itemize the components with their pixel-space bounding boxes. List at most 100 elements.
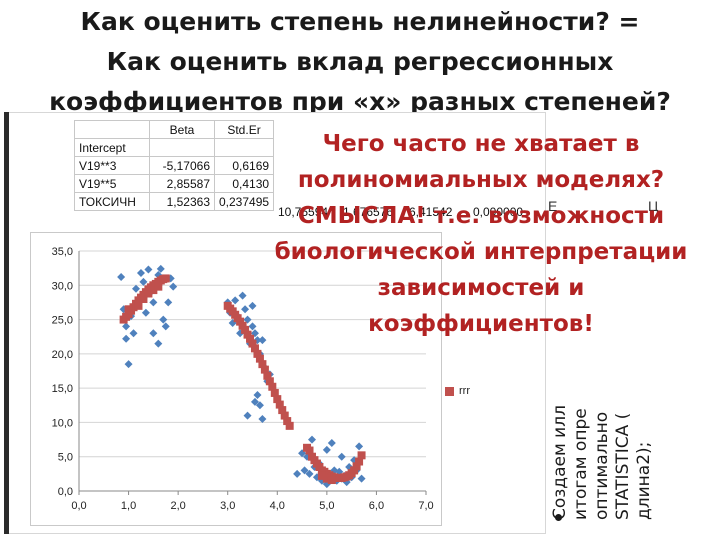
data-point-diamond xyxy=(236,329,245,338)
callout-line: зависимостей и xyxy=(377,275,585,301)
table-header-row: Beta Std.Er xyxy=(74,120,275,139)
data-point-diamond xyxy=(293,469,302,478)
x-tick-label: 0,0 xyxy=(71,500,86,512)
data-point-diamond xyxy=(253,391,262,399)
data-point-square xyxy=(236,317,245,326)
x-tick-label: 1,0 xyxy=(121,500,136,512)
data-point-square xyxy=(144,289,153,298)
y-tick-label: 20,0 xyxy=(52,349,73,361)
row-name: V19**5 xyxy=(74,174,150,193)
data-point-diamond xyxy=(255,401,264,410)
data-point-square xyxy=(285,421,294,430)
row-name: Intercept xyxy=(74,138,150,157)
data-point-square xyxy=(243,330,252,339)
legend-label-rrr: rrr xyxy=(459,385,470,397)
table-row: V19**3 -5,17066 0,6169 xyxy=(74,156,275,175)
y-tick-label: 15,0 xyxy=(52,383,73,395)
table-header-cell: Beta xyxy=(149,120,215,139)
y-tick-label: 0,0 xyxy=(58,486,73,498)
scatter-chart: 0,0 5,0 10,0 15,0 20,0 25,0 30,0 35,0 0,0 1,0 2,0 3… xyxy=(52,246,434,512)
panel-left-border xyxy=(4,112,9,534)
data-point-square xyxy=(268,382,277,391)
row-se: 0,6169 xyxy=(213,156,275,175)
data-point-square xyxy=(275,400,284,409)
table-row: ТОКСИЧН 1,52363 0,237495 xyxy=(74,192,275,211)
data-point-diamond xyxy=(300,466,309,475)
x-tick-label: 4,0 xyxy=(270,500,285,512)
data-point-diamond xyxy=(298,449,307,458)
data-point-diamond xyxy=(322,445,331,454)
data-point-diamond xyxy=(141,308,150,317)
data-point-diamond xyxy=(139,277,148,286)
table-header-cell: Std.Er xyxy=(213,120,275,139)
data-point-square xyxy=(327,476,336,485)
x-tick-label: 3,0 xyxy=(220,500,235,512)
row-se: 0,237495 xyxy=(213,192,275,211)
data-point-diamond xyxy=(161,322,170,331)
table-row: V19**5 2,85587 0,4130 xyxy=(74,174,275,193)
table-row: Intercept xyxy=(74,138,275,157)
overflow-value: 1,676576 xyxy=(343,205,394,219)
row-se: 0,4130 xyxy=(213,174,275,193)
data-point-diamond xyxy=(330,466,339,475)
data-point-diamond xyxy=(258,336,267,345)
data-point-diamond xyxy=(149,298,158,307)
data-point-square xyxy=(273,395,282,404)
callout-line: Чего часто не хватает в xyxy=(322,131,640,157)
data-point-diamond xyxy=(149,329,158,338)
x-tick-label: 6,0 xyxy=(369,500,384,512)
data-point-diamond xyxy=(342,478,351,487)
x-tick-label: 2,0 xyxy=(170,500,185,512)
data-point-diamond xyxy=(241,305,250,314)
data-point-square xyxy=(352,462,361,471)
data-point-diamond xyxy=(122,334,131,343)
data-point-diamond xyxy=(136,268,145,277)
chart-frame: 0,0 5,0 10,0 15,0 20,0 25,0 30,0 35,0 0,0 1,0 2,0 3… xyxy=(30,232,442,526)
slide-title-line-1: Как оценить степень нелинейности? = xyxy=(80,7,640,36)
data-point-diamond xyxy=(124,360,133,369)
x-tick-label: 7,0 xyxy=(418,500,433,512)
data-point-diamond xyxy=(154,339,163,348)
legend-swatch-rrr xyxy=(445,386,454,396)
overflow-value: 0,000000 xyxy=(473,205,524,219)
data-point-diamond xyxy=(129,329,138,338)
data-point-diamond xyxy=(307,435,316,444)
data-point-diamond xyxy=(355,442,364,451)
data-point-square xyxy=(161,274,170,283)
data-point-square xyxy=(255,354,264,363)
overflow-value: 6,41542 xyxy=(409,205,453,219)
callout-line: полиномиальных моделях? xyxy=(297,167,665,193)
row-beta: 1,52363 xyxy=(149,192,215,211)
data-point-diamond xyxy=(117,273,126,282)
data-point-square xyxy=(280,411,289,420)
row-beta: 2,85587 xyxy=(149,174,215,193)
data-point-square xyxy=(154,282,163,291)
data-point-square xyxy=(260,365,269,374)
slide-title-line-2: Как оценить вклад регрессионных xyxy=(106,47,614,76)
data-point-diamond xyxy=(169,282,178,291)
row-name: V19**3 xyxy=(74,156,150,175)
data-point-square xyxy=(265,377,274,386)
data-point-diamond xyxy=(327,439,336,447)
data-point-square xyxy=(149,286,158,295)
data-point-square xyxy=(278,406,287,415)
data-point-diamond xyxy=(122,322,131,331)
side-text-fragment: Е xyxy=(548,198,558,214)
overflow-value: 10,75594 xyxy=(278,205,329,219)
data-point-diamond xyxy=(164,298,173,307)
regression-table: Beta Std.Er Intercept V19**3 -5,17066 0,… xyxy=(74,120,275,211)
data-point-diamond xyxy=(156,264,165,273)
data-point-square xyxy=(283,417,292,426)
data-point-square xyxy=(253,349,262,358)
side-text-fragment: Ц xyxy=(648,198,659,214)
y-tick-label: 5,0 xyxy=(58,452,73,464)
data-point-diamond xyxy=(243,315,252,324)
data-point-square xyxy=(248,339,257,348)
table-header-cell xyxy=(74,120,150,139)
callout-line: СМЫСЛА! т.е. возможности xyxy=(297,203,665,229)
data-point-square xyxy=(250,344,259,353)
data-point-square xyxy=(124,305,133,314)
data-point-diamond xyxy=(258,415,267,423)
data-point-square xyxy=(357,451,366,460)
y-tick-label: 10,0 xyxy=(52,417,73,429)
